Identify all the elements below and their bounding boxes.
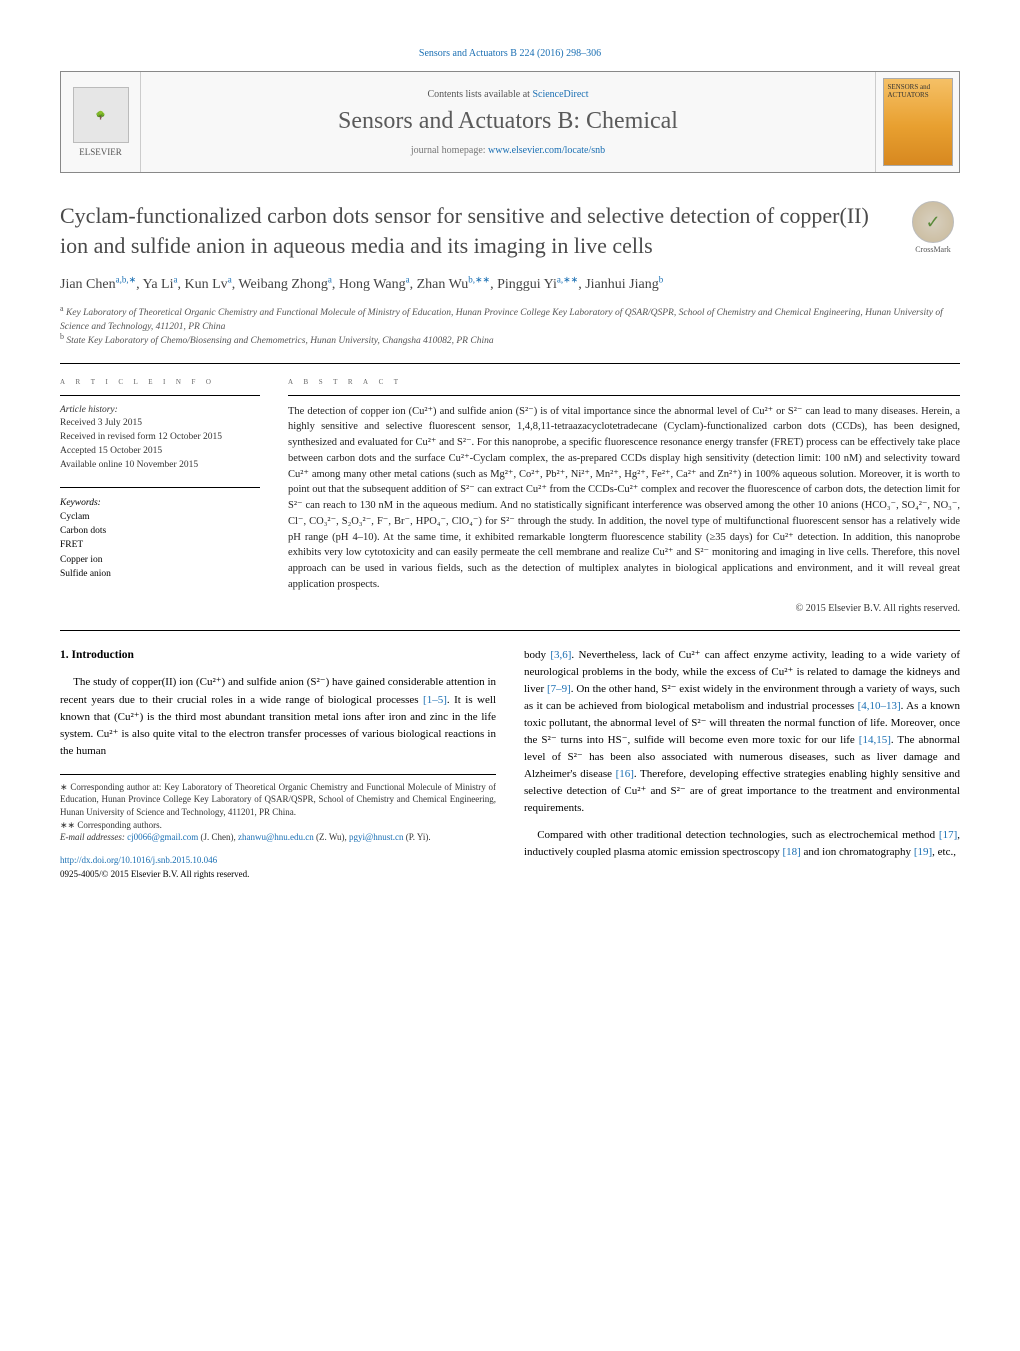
affiliation-b: b State Key Laboratory of Chemo/Biosensi…: [60, 335, 960, 349]
body-column-right: body [3,6]. Nevertheless, lack of Cu²⁺ c…: [524, 647, 960, 882]
header-center: Contents lists available at ScienceDirec…: [141, 72, 875, 172]
body-paragraph: body [3,6]. Nevertheless, lack of Cu²⁺ c…: [524, 647, 960, 817]
doi-block: http://dx.doi.org/10.1016/j.snb.2015.10.…: [60, 854, 496, 882]
divider: [60, 363, 960, 364]
history-heading: Article history:: [60, 404, 260, 418]
contents-line: Contents lists available at ScienceDirec…: [149, 89, 867, 100]
homepage-prefix: journal homepage:: [411, 145, 488, 156]
citation-link[interactable]: [19]: [914, 846, 932, 858]
citation-link[interactable]: [7–9]: [547, 683, 571, 695]
footnote-emails: E-mail addresses: cj0066@gmail.com (J. C…: [60, 831, 496, 844]
article-history: Article history: Received 3 July 2015 Re…: [60, 404, 260, 473]
keyword: FRET: [60, 538, 260, 552]
keyword: Copper ion: [60, 553, 260, 567]
email-link[interactable]: pgyi@hnust.cn: [349, 832, 404, 842]
sciencedirect-link[interactable]: ScienceDirect: [532, 89, 588, 100]
journal-name: Sensors and Actuators B: Chemical: [149, 108, 867, 135]
text-run: (J. Chen),: [198, 832, 238, 842]
divider: [288, 395, 960, 396]
divider: [60, 395, 260, 396]
body-paragraph: The study of copper(II) ion (Cu²⁺) and s…: [60, 674, 496, 759]
citation-link[interactable]: [1–5]: [423, 694, 447, 706]
homepage-line: journal homepage: www.elsevier.com/locat…: [149, 145, 867, 156]
issn-copyright: 0925-4005/© 2015 Elsevier B.V. All right…: [60, 869, 249, 879]
history-received: Received 3 July 2015: [60, 417, 260, 431]
email-link[interactable]: zhanwu@hnu.edu.cn: [238, 832, 314, 842]
keywords-block: Keywords: Cyclam Carbon dots FRET Copper…: [60, 496, 260, 582]
copyright-line: © 2015 Elsevier B.V. All rights reserved…: [288, 603, 960, 614]
text-run: Compared with other traditional detectio…: [537, 829, 939, 841]
abstract-text: The detection of copper ion (Cu²⁺) and s…: [288, 404, 960, 593]
citation-link[interactable]: [18]: [782, 846, 800, 858]
publisher-name: ELSEVIER: [79, 147, 122, 157]
abstract-column: a b s t r a c t The detection of copper …: [288, 376, 960, 614]
footnotes: ∗ Corresponding author at: Key Laborator…: [60, 774, 496, 844]
email-link[interactable]: cj0066@gmail.com: [127, 832, 198, 842]
citation-link[interactable]: [17]: [939, 829, 957, 841]
elsevier-tree-icon: 🌳: [73, 87, 129, 143]
affiliation-a: a Key Laboratory of Theoretical Organic …: [60, 307, 960, 335]
abstract-label: a b s t r a c t: [288, 376, 960, 387]
authors-list: Jian Chena,b,∗, Ya Lia, Kun Lva, Weibang…: [60, 274, 960, 295]
citation-link[interactable]: [3,6]: [550, 649, 571, 661]
homepage-link[interactable]: www.elsevier.com/locate/snb: [488, 145, 605, 156]
text-run: body: [524, 649, 550, 661]
history-accepted: Accepted 15 October 2015: [60, 445, 260, 459]
crossmark-icon: ✓: [912, 201, 954, 243]
contents-prefix: Contents lists available at: [427, 89, 532, 100]
doi-link[interactable]: http://dx.doi.org/10.1016/j.snb.2015.10.…: [60, 855, 217, 865]
citation-link[interactable]: [4,10–13]: [858, 700, 901, 712]
footnote-corresponding: ∗ Corresponding author at: Key Laborator…: [60, 781, 496, 819]
text-run: , etc.,: [932, 846, 956, 858]
keyword: Carbon dots: [60, 524, 260, 538]
divider: [60, 630, 960, 631]
text-run: (P. Yi).: [404, 832, 431, 842]
citation-link[interactable]: [16]: [616, 768, 634, 780]
citation-link[interactable]: [14,15]: [859, 734, 891, 746]
footnote-corresponding-authors: ∗∗ Corresponding authors.: [60, 819, 496, 832]
history-revised: Received in revised form 12 October 2015: [60, 431, 260, 445]
history-online: Available online 10 November 2015: [60, 459, 260, 473]
publisher-logo: 🌳 ELSEVIER: [61, 72, 141, 172]
email-label: E-mail addresses:: [60, 832, 127, 842]
keywords-heading: Keywords:: [60, 496, 260, 510]
crossmark-label: CrossMark: [915, 245, 951, 254]
body-paragraph: Compared with other traditional detectio…: [524, 827, 960, 861]
section-heading: 1. Introduction: [60, 647, 496, 665]
cover-image: SENSORS and ACTUATORS: [883, 78, 953, 166]
text-run: (Z. Wu),: [314, 832, 349, 842]
article-title: Cyclam-functionalized carbon dots sensor…: [60, 201, 894, 260]
keyword: Cyclam: [60, 510, 260, 524]
journal-cover: SENSORS and ACTUATORS: [875, 72, 959, 172]
divider: [60, 487, 260, 488]
journal-header: 🌳 ELSEVIER Contents lists available at S…: [60, 71, 960, 173]
article-info-label: a r t i c l e i n f o: [60, 376, 260, 387]
keyword: Sulfide anion: [60, 567, 260, 581]
affiliations: a Key Laboratory of Theoretical Organic …: [60, 307, 960, 348]
body-columns: 1. Introduction The study of copper(II) …: [60, 647, 960, 882]
article-info-column: a r t i c l e i n f o Article history: R…: [60, 376, 260, 614]
header-citation: Sensors and Actuators B 224 (2016) 298–3…: [60, 48, 960, 59]
text-run: and ion chromatography: [801, 846, 914, 858]
crossmark-badge[interactable]: ✓ CrossMark: [906, 201, 960, 254]
body-column-left: 1. Introduction The study of copper(II) …: [60, 647, 496, 882]
